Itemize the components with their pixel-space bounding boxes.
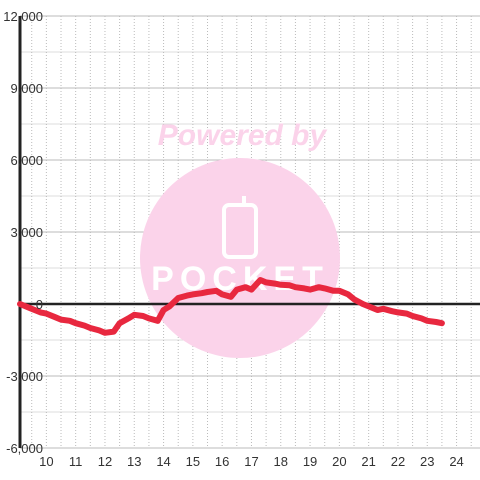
x-tick-label: 24 bbox=[449, 454, 463, 469]
x-tick-label: 22 bbox=[391, 454, 405, 469]
x-tick-label: 14 bbox=[156, 454, 170, 469]
y-tick-label: 0 bbox=[36, 297, 43, 312]
y-tick-label: 6,000 bbox=[10, 153, 43, 168]
x-tick-labels: 10 11 12 13 14 15 16 17 18 19 20 21 22 23 24 bbox=[39, 454, 464, 469]
x-tick-label: 17 bbox=[244, 454, 258, 469]
y-tick-label: -3,000 bbox=[6, 369, 43, 384]
x-tick-label: 19 bbox=[303, 454, 317, 469]
phone-icon bbox=[222, 196, 258, 259]
watermark: Powered by POCKET bbox=[140, 119, 340, 358]
x-tick-label: 20 bbox=[332, 454, 346, 469]
x-tick-label: 12 bbox=[98, 454, 112, 469]
y-tick-label: 9,000 bbox=[10, 81, 43, 96]
watermark-brand: POCKET bbox=[151, 260, 329, 298]
x-tick-label: 21 bbox=[361, 454, 375, 469]
series-layer bbox=[17, 277, 445, 336]
axes bbox=[18, 16, 480, 448]
series-line-0 bbox=[17, 277, 445, 336]
watermark-powered-by: Powered by bbox=[158, 119, 328, 152]
x-tick-label: 18 bbox=[274, 454, 288, 469]
x-tick-label: 11 bbox=[69, 454, 83, 469]
x-tick-label: 15 bbox=[186, 454, 200, 469]
x-tick-label: 16 bbox=[215, 454, 229, 469]
y-tick-labels: 12,000 9,000 6,000 3,000 0 -3,000 -6,000 bbox=[3, 9, 43, 456]
y-tick-label: -6,000 bbox=[6, 441, 43, 456]
x-tick-label: 13 bbox=[127, 454, 141, 469]
y-tick-label: 12,000 bbox=[3, 9, 43, 24]
x-tick-label: 23 bbox=[420, 454, 434, 469]
y-tick-label: 3,000 bbox=[10, 225, 43, 240]
x-tick-label: 10 bbox=[39, 454, 53, 469]
